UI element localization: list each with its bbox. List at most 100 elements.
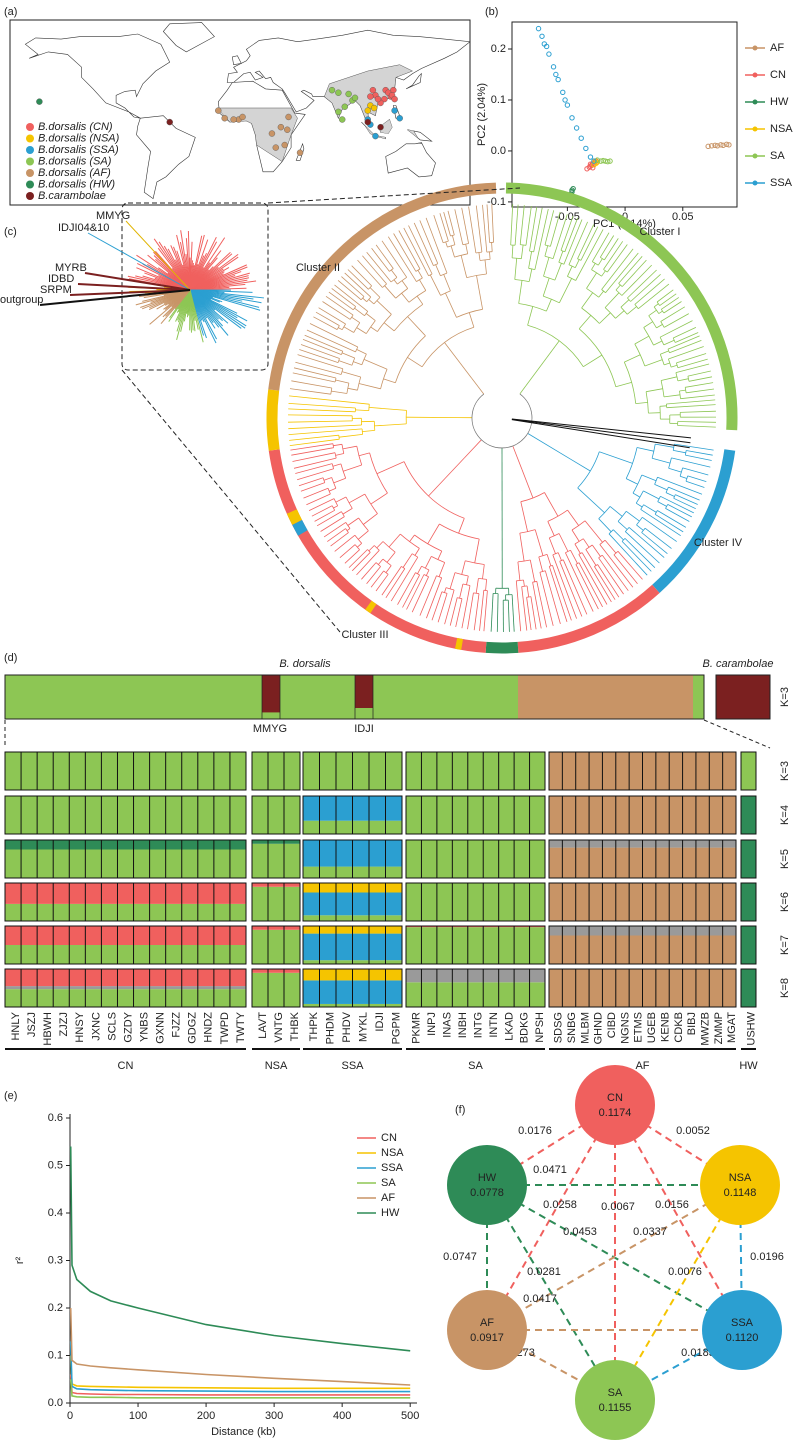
branch	[308, 498, 335, 511]
inset-label: IDJI04&10	[58, 222, 109, 234]
branch	[288, 403, 356, 409]
point	[562, 97, 568, 103]
branch	[665, 492, 675, 497]
branch	[599, 451, 633, 464]
branch	[351, 552, 371, 572]
x-tick-label: -0.05	[555, 211, 580, 223]
point	[708, 143, 715, 149]
branch	[461, 560, 466, 575]
branch	[461, 207, 469, 244]
group-frame	[405, 968, 546, 1008]
sample-point	[396, 115, 403, 122]
ancestry-segment	[5, 849, 246, 878]
point	[705, 143, 711, 150]
marker-label: MMYG	[253, 723, 287, 735]
branch	[586, 272, 597, 289]
node-name: CN	[607, 1092, 623, 1104]
branch	[390, 556, 419, 602]
population-label: THBK	[289, 1011, 301, 1041]
branch	[322, 301, 351, 320]
node-name: SA	[608, 1387, 623, 1399]
population-label: MWZB	[700, 1012, 712, 1046]
branch	[527, 433, 571, 460]
marker-label: IDJI	[354, 723, 374, 735]
sample-point	[268, 130, 276, 137]
branch	[367, 549, 371, 553]
branch	[489, 251, 491, 260]
legend-label: B.dorsalis (HW)	[38, 178, 115, 190]
branch	[680, 410, 716, 413]
population-label: GXNN	[155, 1012, 167, 1044]
branch	[452, 235, 456, 245]
branch	[653, 340, 663, 346]
ancestry-segment	[5, 675, 240, 719]
sample-point	[221, 115, 228, 122]
population-label: VNTG	[273, 1012, 285, 1043]
branch	[625, 531, 660, 564]
branch	[577, 487, 605, 514]
branch	[295, 361, 342, 375]
k-label: K=6	[779, 892, 791, 912]
group-frame	[548, 925, 737, 965]
marker-bar	[262, 675, 280, 713]
group-frame	[740, 968, 757, 1008]
branch	[606, 244, 628, 273]
branch	[603, 241, 624, 270]
branch	[520, 501, 528, 532]
population-label: HNDZ	[203, 1012, 215, 1043]
branch	[325, 295, 354, 316]
branch	[632, 492, 641, 498]
branch	[303, 487, 329, 499]
branch	[674, 443, 714, 451]
tree-panel: Cluster I Cluster II Cluster III Cluster IV…	[0, 182, 743, 654]
branch	[338, 360, 353, 366]
branch	[525, 340, 560, 387]
clade-ring	[266, 389, 280, 451]
clade-ring	[365, 600, 377, 614]
branch	[485, 579, 487, 591]
branch	[355, 409, 369, 411]
branch	[287, 414, 353, 417]
branch	[437, 593, 448, 623]
branch	[468, 206, 477, 254]
point	[583, 145, 589, 152]
branch	[601, 248, 634, 290]
branch	[613, 554, 638, 584]
branch	[519, 385, 527, 395]
branch	[364, 311, 369, 316]
branch	[478, 252, 481, 261]
branch	[575, 229, 604, 281]
branch	[330, 532, 349, 547]
population-label: NGNS	[619, 1012, 631, 1044]
point	[594, 157, 601, 163]
branch	[563, 219, 583, 265]
branch	[444, 589, 455, 625]
branch	[601, 270, 606, 277]
population-label: HNSY	[74, 1011, 86, 1042]
branch	[358, 383, 381, 390]
branch	[358, 530, 369, 540]
legend-label: SSA	[770, 177, 793, 189]
branch	[475, 205, 483, 253]
population-label: FJZZ	[171, 1012, 183, 1038]
sample-point	[215, 107, 222, 114]
group-frame	[405, 751, 546, 791]
outgroup-branch	[511, 418, 692, 439]
branch	[330, 387, 333, 395]
branch	[604, 238, 619, 261]
branch	[621, 264, 652, 296]
branch	[609, 506, 623, 517]
branch	[341, 352, 355, 359]
branch	[661, 376, 678, 381]
branch	[389, 268, 394, 272]
branch	[547, 521, 555, 536]
branch	[601, 554, 629, 591]
branch	[548, 537, 556, 554]
branch	[441, 591, 448, 594]
population-label: PHDM	[325, 1012, 337, 1044]
branch	[442, 240, 449, 244]
outgroup-branch	[511, 419, 690, 449]
branch	[617, 551, 643, 580]
group-frame	[251, 882, 301, 922]
branch	[343, 326, 354, 333]
